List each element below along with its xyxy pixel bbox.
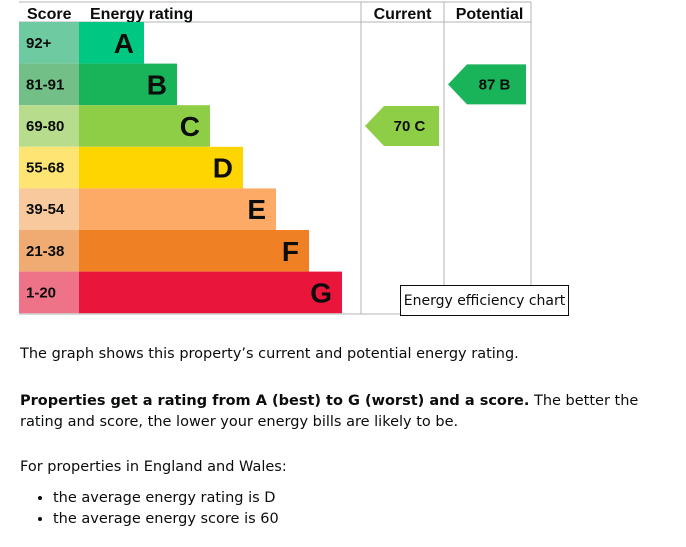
chart-tooltip: Energy efficiency chart: [400, 285, 569, 316]
band-bar-a: [79, 22, 144, 64]
average-rating-item: the average energy rating is D: [53, 488, 640, 509]
header-potential: Potential: [456, 6, 524, 23]
score-cell-a: [19, 22, 79, 64]
score-cell-f: [19, 230, 79, 272]
band-letter-g: G: [310, 277, 332, 308]
band-bar-e: [79, 188, 276, 230]
band-letter-c: C: [180, 111, 200, 142]
potential-rating-label: 87 B: [479, 76, 511, 93]
averages-list: the average energy rating is D the avera…: [20, 488, 640, 530]
potential-rating-arrow: [448, 64, 526, 105]
current-rating-arrow: [365, 106, 439, 146]
rating-explanation-rest: The better the rating and score, the low…: [20, 393, 639, 430]
explanation-text: The graph shows this property’s current …: [20, 344, 640, 530]
band-bar-b: [79, 63, 177, 106]
rating-explanation: Properties get a rating from A (best) to…: [20, 391, 640, 433]
score-range-a: 92+: [26, 35, 52, 52]
average-score-item: the average energy score is 60: [53, 509, 640, 530]
score-range-f: 21-38: [26, 243, 64, 260]
score-range-g: 1-20: [26, 284, 56, 301]
graph-description: The graph shows this property’s current …: [20, 346, 519, 362]
energy-rating-chart: Score Energy rating Current Potential 92+ A 81…: [19, 1, 532, 315]
score-cell-d: [19, 146, 79, 189]
score-range-c: 69-80: [26, 118, 64, 135]
score-cell-g: [19, 271, 79, 314]
score-cell-b: [19, 63, 79, 106]
score-range-d: 55-68: [26, 160, 64, 177]
score-cell-c: [19, 105, 79, 147]
header-energy-rating: Energy rating: [90, 6, 193, 23]
band-letter-d: D: [213, 153, 233, 184]
band-bar-c: [79, 105, 210, 147]
region-intro: For properties in England and Wales:: [20, 459, 287, 475]
band-letter-b: B: [147, 69, 167, 100]
header-current: Current: [374, 6, 432, 23]
band-letter-f: F: [282, 236, 299, 267]
score-cell-e: [19, 188, 79, 230]
current-rating-label: 70 C: [394, 118, 426, 135]
rating-explanation-bold: Properties get a rating from A (best) to…: [20, 393, 530, 409]
score-range-e: 39-54: [26, 201, 65, 218]
band-bar-f: [79, 230, 309, 272]
band-letter-e: E: [247, 194, 266, 225]
band-bar-g: [79, 271, 342, 314]
band-letter-a: A: [114, 28, 134, 59]
score-range-b: 81-91: [26, 76, 64, 93]
header-score: Score: [27, 6, 72, 23]
band-bar-d: [79, 146, 243, 189]
